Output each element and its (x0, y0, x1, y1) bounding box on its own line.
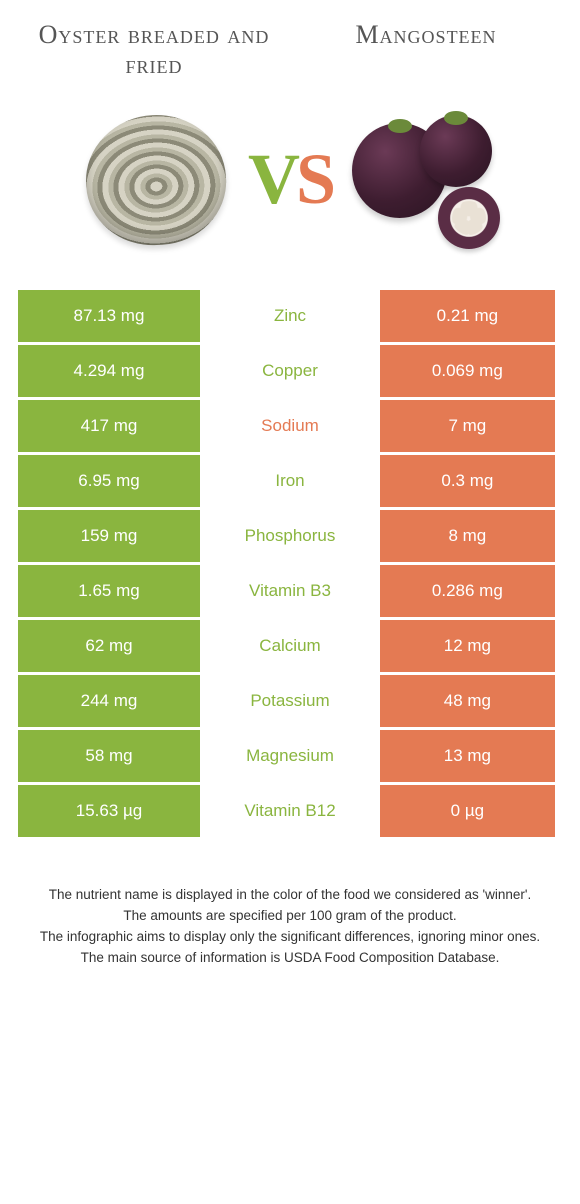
right-bar: 0.3 mg (380, 455, 562, 507)
nutrient-name: Calcium (200, 620, 380, 672)
right-bar: 0.21 mg (380, 290, 562, 342)
oyster-icon (83, 111, 230, 248)
nutrient-row: 159 mgPhosphorus8 mg (18, 510, 562, 562)
comparison-rows: 87.13 mgZinc0.21 mg4.294 mgCopper0.069 m… (18, 290, 562, 837)
nutrient-row: 6.95 mgIron0.3 mg (18, 455, 562, 507)
left-bar: 1.65 mg (18, 565, 200, 617)
left-value: 62 mg (18, 620, 200, 672)
nutrient-row: 244 mgPotassium48 mg (18, 675, 562, 727)
right-value: 8 mg (380, 510, 555, 562)
nutrient-name: Magnesium (200, 730, 380, 782)
left-bar: 6.95 mg (18, 455, 200, 507)
footnote-line: The infographic aims to display only the… (26, 927, 554, 948)
right-value: 0.21 mg (380, 290, 555, 342)
right-value: 0.286 mg (380, 565, 555, 617)
footnote-line: The nutrient name is displayed in the co… (26, 885, 554, 906)
left-value: 244 mg (18, 675, 200, 727)
nutrient-row: 87.13 mgZinc0.21 mg (18, 290, 562, 342)
nutrient-row: 1.65 mgVitamin B30.286 mg (18, 565, 562, 617)
left-value: 15.63 µg (18, 785, 200, 837)
left-value: 159 mg (18, 510, 200, 562)
right-food-title: Mangosteen (290, 20, 562, 50)
footnotes: The nutrient name is displayed in the co… (18, 885, 562, 969)
left-bar: 58 mg (18, 730, 200, 782)
nutrient-name: Sodium (200, 400, 380, 452)
vs-letter-v: V (248, 139, 296, 219)
right-value: 13 mg (380, 730, 555, 782)
right-value: 0.3 mg (380, 455, 555, 507)
mangosteen-icon (344, 105, 504, 255)
left-bar: 244 mg (18, 675, 200, 727)
left-bar: 87.13 mg (18, 290, 200, 342)
right-bar: 8 mg (380, 510, 562, 562)
right-value: 0 µg (380, 785, 555, 837)
right-bar: 12 mg (380, 620, 562, 672)
left-bar: 4.294 mg (18, 345, 200, 397)
left-bar: 62 mg (18, 620, 200, 672)
left-value: 6.95 mg (18, 455, 200, 507)
left-bar: 15.63 µg (18, 785, 200, 837)
images-row: VS (18, 100, 562, 260)
nutrient-row: 417 mgSodium7 mg (18, 400, 562, 452)
footnote-line: The amounts are specified per 100 gram o… (26, 906, 554, 927)
left-bar: 417 mg (18, 400, 200, 452)
left-food-title: Oyster breaded and fried (18, 20, 290, 80)
right-value: 48 mg (380, 675, 555, 727)
nutrient-name: Iron (200, 455, 380, 507)
left-food-image (76, 100, 236, 260)
left-value: 417 mg (18, 400, 200, 452)
right-bar: 13 mg (380, 730, 562, 782)
nutrient-name: Zinc (200, 290, 380, 342)
nutrient-name: Phosphorus (200, 510, 380, 562)
titles-row: Oyster breaded and fried Mangosteen (18, 20, 562, 80)
infographic-container: Oyster breaded and fried Mangosteen VS 8… (0, 0, 580, 988)
right-bar: 0 µg (380, 785, 562, 837)
left-value: 87.13 mg (18, 290, 200, 342)
right-bar: 7 mg (380, 400, 562, 452)
nutrient-name: Vitamin B12 (200, 785, 380, 837)
nutrient-name: Potassium (200, 675, 380, 727)
right-food-image (344, 100, 504, 260)
nutrient-name: Vitamin B3 (200, 565, 380, 617)
nutrient-row: 58 mgMagnesium13 mg (18, 730, 562, 782)
right-value: 7 mg (380, 400, 555, 452)
left-value: 4.294 mg (18, 345, 200, 397)
nutrient-name: Copper (200, 345, 380, 397)
footnote-line: The main source of information is USDA F… (26, 948, 554, 969)
right-bar: 0.286 mg (380, 565, 562, 617)
right-value: 0.069 mg (380, 345, 555, 397)
nutrient-row: 15.63 µgVitamin B120 µg (18, 785, 562, 837)
left-value: 58 mg (18, 730, 200, 782)
vs-badge: VS (248, 138, 332, 221)
nutrient-row: 4.294 mgCopper0.069 mg (18, 345, 562, 397)
left-value: 1.65 mg (18, 565, 200, 617)
right-value: 12 mg (380, 620, 555, 672)
right-bar: 48 mg (380, 675, 562, 727)
right-bar: 0.069 mg (380, 345, 562, 397)
nutrient-row: 62 mgCalcium12 mg (18, 620, 562, 672)
left-bar: 159 mg (18, 510, 200, 562)
vs-letter-s: S (296, 139, 332, 219)
